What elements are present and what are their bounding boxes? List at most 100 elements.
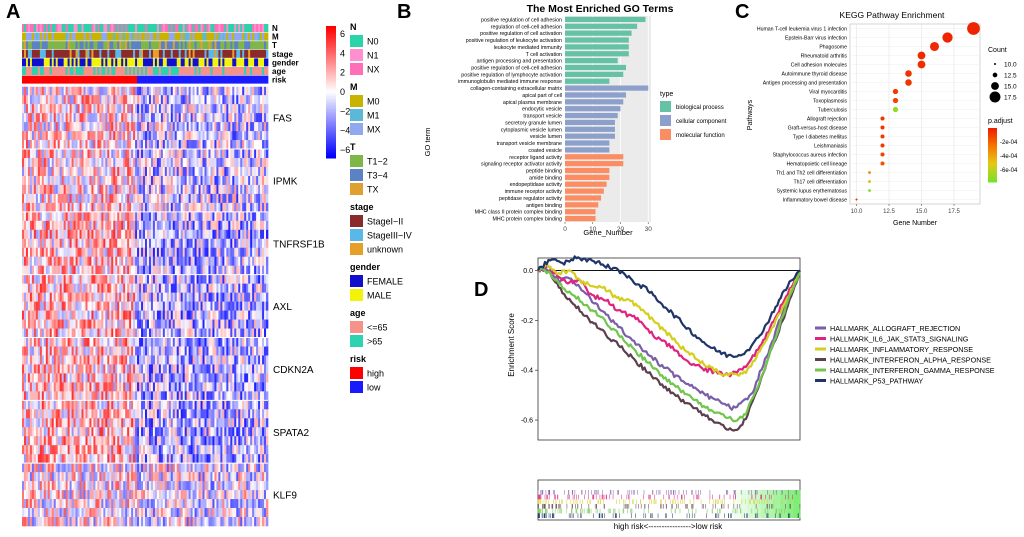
heatmap-cell: [60, 373, 62, 382]
annotation-cell: [131, 33, 133, 41]
heatmap-cell: [80, 86, 82, 95]
annotation-cell: [218, 33, 220, 41]
heatmap-cell: [228, 346, 230, 355]
heatmap-cell: [141, 167, 143, 176]
heatmap-cell: [163, 212, 165, 221]
heatmap-cell: [254, 104, 256, 113]
heatmap-cell: [163, 364, 165, 373]
heatmap-cell: [101, 95, 103, 104]
heatmap-cell: [151, 239, 153, 248]
heatmap-cell: [50, 86, 52, 95]
heatmap-cell: [260, 194, 262, 203]
heatmap-cell: [131, 239, 133, 248]
heatmap-cell: [254, 346, 256, 355]
annotation-cell: [199, 67, 201, 75]
heatmap-cell: [212, 302, 214, 311]
annotation-cell: [89, 50, 91, 58]
heatmap-cell: [212, 140, 214, 149]
heatmap-cell: [183, 113, 185, 122]
heatmap-cell: [70, 239, 72, 248]
heatmap-cell: [76, 113, 78, 122]
heatmap-cell: [141, 176, 143, 185]
heatmap-cell: [34, 293, 36, 302]
heatmap-cell: [50, 140, 52, 149]
heatmap-cell: [131, 212, 133, 221]
annotation-cell: [199, 41, 201, 49]
annotation-cell: [234, 58, 236, 66]
heatmap-cell: [80, 311, 82, 320]
heatmap-cell: [44, 355, 46, 364]
heatmap-cell: [60, 221, 62, 230]
heatmap-cell: [163, 122, 165, 131]
annotation-cell: [228, 41, 230, 49]
annotation-cell: [80, 58, 82, 66]
heatmap-cell: [254, 239, 256, 248]
annotation-cell: [187, 50, 189, 58]
heatmap-cell: [224, 194, 226, 203]
heatmap-cell: [85, 194, 87, 203]
heatmap-cell: [187, 320, 189, 329]
heatmap-rows: [22, 86, 268, 526]
heatmap-cell: [264, 364, 266, 373]
heatmap-cell: [105, 364, 107, 373]
heatmap-cell: [24, 382, 26, 391]
annotation-cell: [260, 76, 262, 84]
heatmap-cell: [141, 346, 143, 355]
heatmap-cell: [157, 239, 159, 248]
heatmap-cell: [54, 203, 56, 212]
annotation-cell: [28, 24, 30, 32]
heatmap-cell: [199, 373, 201, 382]
heatmap-cell: [266, 302, 268, 311]
heatmap-cell: [64, 364, 66, 373]
heatmap-cell: [105, 355, 107, 364]
annotation-cell: [199, 76, 201, 84]
heatmap-cell: [264, 86, 266, 95]
heatmap-cell: [228, 248, 230, 257]
heatmap-cell: [141, 221, 143, 230]
heatmap-cell: [193, 158, 195, 167]
annotation-cell: [203, 67, 205, 75]
heatmap-cell: [54, 373, 56, 382]
heatmap-cell: [224, 230, 226, 239]
heatmap-cell: [183, 320, 185, 329]
heatmap-cell: [40, 194, 42, 203]
heatmap-cell: [173, 293, 175, 302]
annotation-cell: [95, 67, 97, 75]
heatmap-cell: [95, 203, 97, 212]
heatmap-cell: [173, 284, 175, 293]
heatmap-cell: [228, 194, 230, 203]
heatmap-cell: [248, 355, 250, 364]
annotation-cell: [224, 58, 226, 66]
heatmap-cell: [34, 158, 36, 167]
heatmap-cell: [125, 239, 127, 248]
heatmap-cell: [111, 266, 113, 275]
heatmap-cell: [54, 122, 56, 131]
heatmap-cell: [228, 275, 230, 284]
heatmap-cell: [115, 95, 117, 104]
annotation-cell: [254, 33, 256, 41]
heatmap-cell: [121, 248, 123, 257]
heatmap-cell: [24, 167, 26, 176]
annotation-cell: [95, 58, 97, 66]
heatmap-cell: [131, 149, 133, 158]
annotation-cell: [193, 76, 195, 84]
heatmap-cell: [70, 122, 72, 131]
heatmap-cell: [70, 293, 72, 302]
heatmap-cell: [228, 212, 230, 221]
heatmap-cell: [244, 167, 246, 176]
heatmap-cell: [157, 355, 159, 364]
heatmap-cell: [111, 203, 113, 212]
heatmap-cell: [224, 131, 226, 140]
heatmap-cell: [199, 104, 201, 113]
heatmap-cell: [64, 320, 66, 329]
heatmap-cell: [248, 95, 250, 104]
heatmap-cell: [40, 95, 42, 104]
heatmap-cell: [40, 113, 42, 122]
heatmap-cell: [212, 167, 214, 176]
heatmap-cell: [141, 239, 143, 248]
heatmap-cell: [131, 221, 133, 230]
heatmap-cell: [234, 248, 236, 257]
heatmap-cell: [76, 167, 78, 176]
heatmap-cell: [60, 302, 62, 311]
heatmap-cell: [115, 284, 117, 293]
